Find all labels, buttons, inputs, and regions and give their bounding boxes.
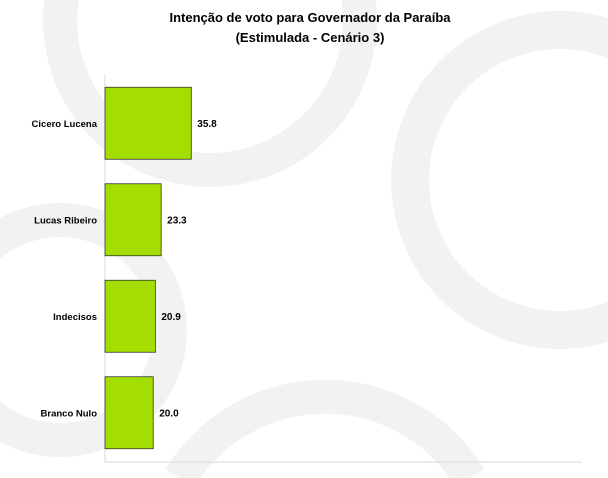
value-label-3: 20.0 [159,408,179,419]
category-label-2: Indecisos [53,312,97,323]
value-label-2: 20.9 [161,312,181,323]
category-label-1: Lucas Ribeiro [34,215,97,226]
bar-2 [104,279,156,353]
bar-0 [104,86,192,160]
bar-3 [104,376,154,450]
category-label-0: Cicero Lucena [32,119,98,130]
category-label-3: Branco Nulo [41,408,98,419]
chart-subtitle: (Estimulada - Cenário 3) [236,30,385,45]
value-label-0: 35.8 [197,119,217,130]
bars-group: Cicero Lucena 35.8 Lucas Ribeiro 23.3 Indeci… [32,86,217,450]
bar-1 [104,183,162,257]
chart-title: Intenção de voto para Governador da Para… [169,10,451,25]
value-label-1: 23.3 [167,215,187,226]
